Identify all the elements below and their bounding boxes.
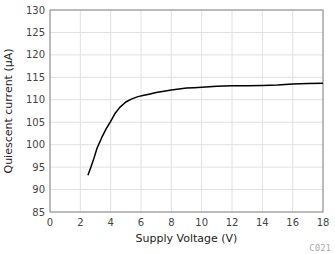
y-tick-label: 90: [32, 184, 45, 195]
x-grid-line: [171, 10, 172, 212]
chart: 0 2 4 6 8 10 12 14 16 18 85 90 95 100 105 110 115 120 125 1…: [0, 0, 335, 254]
x-grid-line: [262, 10, 263, 212]
y-grid-line: [50, 144, 323, 145]
plot-area: [88, 83, 323, 175]
x-grid-line: [110, 10, 111, 212]
x-axis-label: Supply Voltage (V): [136, 232, 238, 245]
y-tick-label: 115: [26, 72, 45, 83]
x-tick-label: 6: [138, 217, 144, 228]
y-tick-label: 125: [26, 27, 45, 38]
x-tick-label: 2: [77, 217, 83, 228]
y-tick-label: 95: [32, 162, 45, 173]
x-tick-label: 18: [317, 217, 330, 228]
y-tick-label: 100: [26, 139, 45, 150]
grid: [50, 10, 323, 212]
y-grid-line: [50, 189, 323, 190]
y-grid-line: [50, 32, 323, 33]
x-tick-label: 4: [107, 217, 113, 228]
watermark: C021: [309, 243, 331, 253]
x-tick-label: 10: [195, 217, 208, 228]
y-grid-line: [50, 122, 323, 123]
x-tick-label: 14: [256, 217, 269, 228]
y-grid-line: [50, 77, 323, 78]
y-tick-label: 105: [26, 117, 45, 128]
y-axis-label: Quiescent current (μA): [2, 48, 15, 173]
x-grid-line: [141, 10, 142, 212]
y-tick-label: 130: [26, 5, 45, 16]
x-grid-line: [80, 10, 81, 212]
plot-frame: [50, 10, 323, 212]
y-grid-line: [50, 99, 323, 100]
y-tick-label: 110: [26, 94, 45, 105]
x-grid-line: [201, 10, 202, 212]
x-tick-label: 12: [226, 217, 239, 228]
y-tick-label: 85: [32, 207, 45, 218]
x-tick-label: 16: [286, 217, 299, 228]
y-tick-label: 120: [26, 49, 45, 60]
x-grid-line: [292, 10, 293, 212]
x-tick-label: 0: [47, 217, 53, 228]
y-grid-line: [50, 54, 323, 55]
x-grid-line: [232, 10, 233, 212]
x-tick-label: 8: [168, 217, 174, 228]
data-line: [88, 83, 323, 175]
